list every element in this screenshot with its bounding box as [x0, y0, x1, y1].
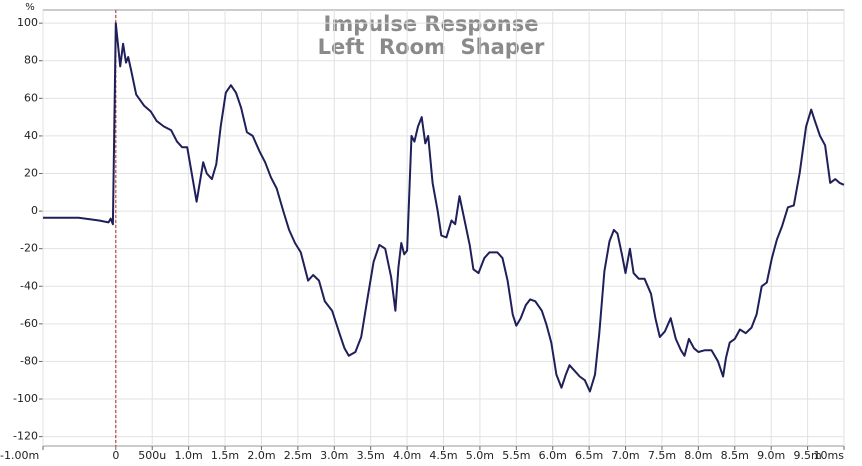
x-tick-label: 1.0m — [175, 449, 203, 462]
x-tick-label: 4.0m — [393, 449, 421, 462]
y-tick-label: -80 — [20, 354, 38, 367]
x-tick-label: 7.5m — [648, 449, 676, 462]
x-tick-label: 4.5m — [429, 449, 457, 462]
y-tick-label: -60 — [20, 317, 38, 330]
x-tick-label: 10ms — [814, 449, 845, 462]
y-axis-label: % — [25, 2, 35, 13]
x-tick-label: 3.0m — [320, 449, 348, 462]
x-tick-label: 6.0m — [539, 449, 567, 462]
x-tick-label: 0 — [112, 449, 119, 462]
x-tick-label: 9.5m — [793, 449, 821, 462]
x-tick-label: 6.5m — [575, 449, 603, 462]
chart-title: Impulse Response — [324, 12, 539, 36]
chart-subtitle: Left Room Shaper — [318, 35, 545, 59]
y-tick-label: 60 — [24, 91, 38, 104]
x-tick-label: 500u — [138, 449, 166, 462]
y-tick-label: 80 — [24, 54, 38, 67]
x-tick-label: 3.5m — [357, 449, 385, 462]
y-tick-label: 20 — [24, 167, 38, 180]
x-tick-label: -1.00m — [0, 449, 39, 462]
x-tick-label: 5.0m — [466, 449, 494, 462]
y-tick-label: 100 — [17, 16, 38, 29]
y-tick-label: 40 — [24, 129, 38, 142]
y-tick-label: -100 — [13, 392, 38, 405]
y-tick-label: 0 — [31, 204, 38, 217]
x-tick-label: 5.5m — [502, 449, 530, 462]
x-tick-label: 8.5m — [721, 449, 749, 462]
y-tick-label: -120 — [13, 430, 38, 443]
y-tick-label: -40 — [20, 279, 38, 292]
x-tick-label: 9.0m — [757, 449, 785, 462]
y-tick-label: -20 — [20, 242, 38, 255]
x-tick-label: 1.5m — [211, 449, 239, 462]
x-tick-label: 8.0m — [684, 449, 712, 462]
x-tick-label: 2.0m — [247, 449, 275, 462]
x-tick-label: 2.5m — [284, 449, 312, 462]
series-line — [43, 22, 845, 393]
x-tick-label: 7.0m — [611, 449, 639, 462]
